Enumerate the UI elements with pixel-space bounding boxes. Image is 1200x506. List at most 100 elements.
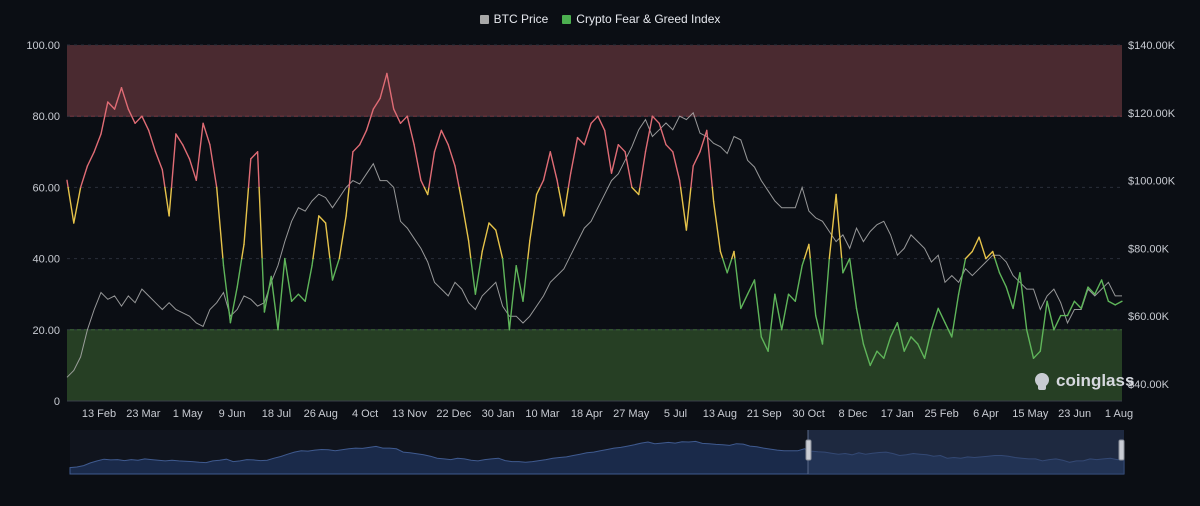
- fear-greed-segment: [1039, 300, 1048, 352]
- fear-greed-segment: [120, 86, 130, 110]
- fear-greed-segment: [610, 143, 619, 174]
- fear-greed-segment: [284, 257, 293, 302]
- fear-greed-segment: [699, 129, 708, 153]
- fear-greed-segment: [740, 293, 749, 310]
- fear-greed-segment: [222, 265, 232, 324]
- y-right-tick-label: $100.00K: [1128, 176, 1176, 188]
- x-tick-label: 4 Oct: [352, 408, 378, 420]
- fear-greed-segment: [454, 165, 460, 189]
- x-tick-label: 30 Jan: [482, 408, 515, 420]
- fear-greed-segment: [711, 186, 715, 203]
- fear-greed-segment: [440, 129, 449, 146]
- fear-greed-segment: [338, 215, 347, 260]
- fear-greed-segment: [470, 257, 477, 295]
- fear-greed-segment: [263, 275, 272, 313]
- fear-greed-segment: [222, 257, 225, 267]
- fear-greed-segment: [869, 350, 878, 367]
- btc-price-line: [66, 111, 1122, 378]
- legend-item-fear-greed[interactable]: Crypto Fear & Greed Index: [562, 12, 720, 26]
- legend-swatch-fear-greed: [562, 14, 572, 24]
- navigator-handle-left[interactable]: [805, 439, 812, 461]
- x-tick-label: 25 Feb: [924, 408, 958, 420]
- fear-greed-segment: [365, 108, 374, 132]
- zone-fear: [67, 329, 1122, 401]
- fear-greed-segment: [86, 151, 95, 167]
- fear-greed-segment: [154, 151, 164, 171]
- fear-greed-segment: [1025, 329, 1035, 359]
- fear-greed-segment: [1107, 300, 1116, 306]
- fear-greed-segment: [957, 257, 967, 295]
- fear-greed-segment: [277, 257, 286, 331]
- fear-greed-segment: [164, 186, 170, 217]
- fear-greed-segment: [1080, 286, 1089, 310]
- fear-greed-segment: [1032, 350, 1042, 359]
- fear-greed-segment: [386, 72, 395, 110]
- fear-greed-segment: [570, 136, 579, 174]
- fear-greed-segment: [1046, 300, 1055, 331]
- fear-greed-segment: [488, 222, 497, 231]
- fear-greed-segment: [304, 265, 313, 302]
- x-tick-label: 18 Jul: [262, 408, 291, 420]
- fear-greed-segment: [107, 101, 116, 110]
- fear-greed-segment: [420, 179, 425, 189]
- fear-greed-segment: [359, 129, 368, 146]
- fear-greed-segment: [495, 229, 504, 260]
- zones: [67, 45, 1122, 401]
- fear-greed-segment: [576, 136, 585, 146]
- fear-greed-segment: [781, 293, 790, 331]
- x-tick-label: 27 May: [613, 408, 650, 420]
- fear-greed-segment: [896, 322, 905, 352]
- fear-greed-segment: [774, 293, 783, 331]
- fear-greed-segment: [147, 129, 157, 153]
- legend: BTC Price Crypto Fear & Greed Index: [0, 12, 1200, 26]
- fear-greed-segment: [951, 293, 960, 338]
- fear-greed-segment: [549, 151, 558, 182]
- fear-greed-segment: [256, 151, 260, 189]
- fear-greed-segment: [734, 257, 742, 310]
- fear-greed-segment: [889, 322, 899, 338]
- legend-item-btc-price[interactable]: BTC Price: [479, 12, 548, 26]
- fear-greed-layer: [66, 72, 1123, 367]
- fear-greed-segment: [994, 257, 1001, 274]
- fear-greed-segment: [1087, 286, 1096, 295]
- fear-greed-segment: [910, 336, 919, 345]
- fear-greed-segment: [329, 257, 334, 281]
- y-left-tick-label: 80.00: [32, 111, 60, 123]
- fear-greed-segment: [236, 257, 243, 288]
- navigator[interactable]: [69, 430, 1125, 475]
- fear-greed-segment: [930, 307, 939, 331]
- y-right-tick-label: $60.00K: [1128, 311, 1170, 323]
- fear-greed-segment: [406, 115, 415, 146]
- fear-greed-segment: [100, 101, 109, 135]
- fear-greed-segment: [527, 240, 531, 260]
- fear-greed-segment: [644, 115, 654, 153]
- fear-greed-segment: [1005, 286, 1014, 310]
- navigator-handle-right[interactable]: [1118, 439, 1125, 461]
- grid: [67, 44, 1122, 402]
- fear-greed-segment: [903, 336, 912, 352]
- fear-greed-segment: [917, 343, 926, 359]
- y-right-tick-label: $40.00K: [1128, 379, 1170, 391]
- fear-greed-segment: [461, 200, 470, 242]
- fear-greed-segment: [842, 257, 851, 274]
- x-tick-label: 8 Dec: [839, 408, 868, 420]
- fear-greed-segment: [722, 257, 728, 274]
- fear-greed-segment: [944, 322, 953, 338]
- y-left-tick-label: 100.00: [26, 40, 60, 52]
- x-tick-label: 6 Apr: [973, 408, 999, 420]
- fear-greed-segment: [181, 143, 191, 160]
- fear-greed-segment: [801, 257, 806, 267]
- fear-greed-segment: [672, 151, 681, 182]
- fear-greed-segment: [794, 265, 803, 302]
- fear-greed-segment: [529, 193, 538, 242]
- fear-greed-segment: [66, 179, 69, 189]
- fear-greed-segment: [1066, 300, 1076, 317]
- fear-greed-segment: [828, 193, 837, 260]
- fear-greed-segment: [318, 215, 327, 224]
- fear-greed-segment: [240, 243, 245, 260]
- fear-greed-segment: [250, 151, 259, 160]
- fear-greed-segment: [719, 250, 724, 260]
- fear-greed-segment: [809, 257, 817, 317]
- x-tick-label: 23 Mar: [126, 408, 161, 420]
- fear-greed-segment: [746, 279, 756, 295]
